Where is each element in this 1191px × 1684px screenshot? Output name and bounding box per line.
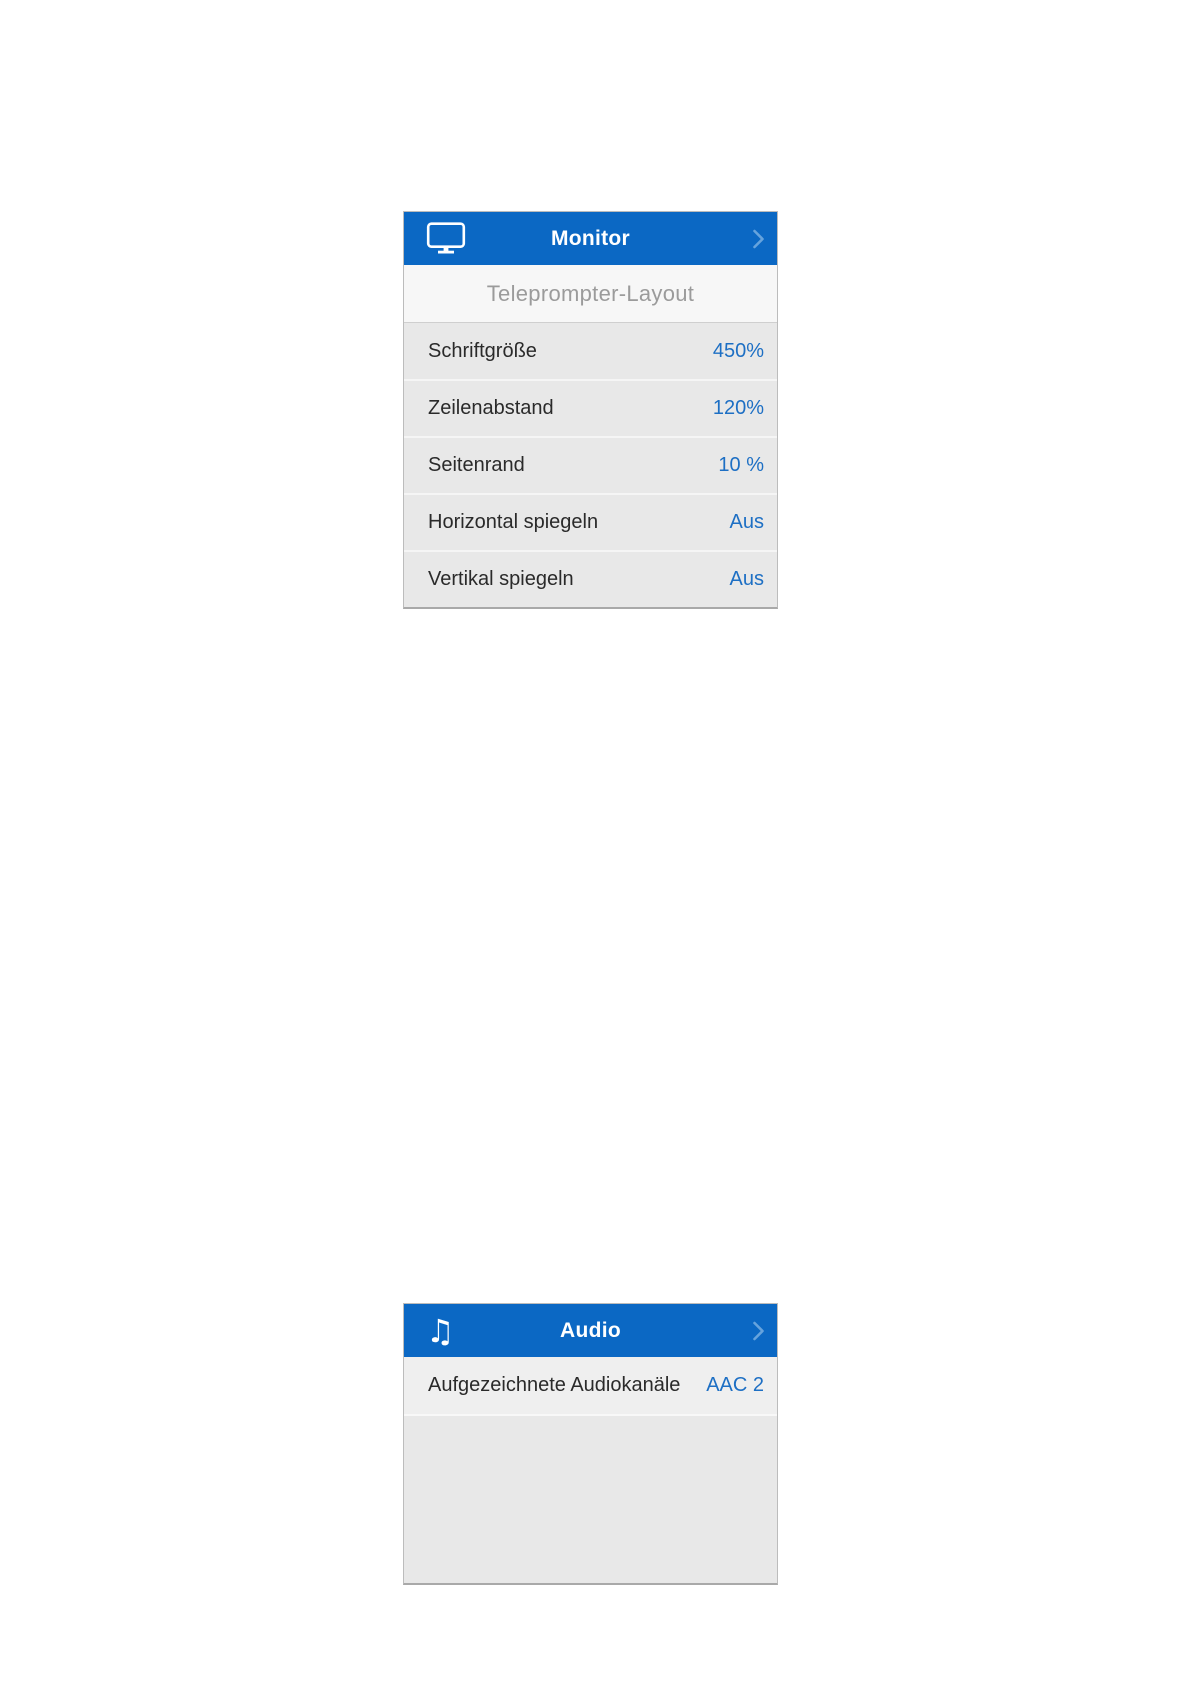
monitor-settings-panel: Monitor Teleprompter-Layout Schriftgröße… (403, 211, 778, 609)
setting-label: Seitenrand (428, 454, 525, 476)
chevron-right-icon[interactable] (752, 1320, 765, 1341)
music-note-glyph: ♫ (426, 1311, 455, 1350)
setting-label: Schriftgröße (428, 339, 537, 362)
setting-row-seitenrand[interactable]: Seitenrand 10 % (404, 436, 777, 493)
setting-value: 10 % (718, 454, 764, 476)
setting-value: Aus (729, 568, 764, 590)
panel-title: Audio (560, 1318, 621, 1342)
setting-value: Aus (729, 511, 764, 533)
setting-label: Horizontal spiegeln (428, 511, 599, 533)
section-header-teleprompter-layout: Teleprompter-Layout (404, 265, 777, 322)
setting-label: Vertikal spiegeln (428, 568, 574, 590)
monitor-header[interactable]: Monitor (404, 212, 777, 265)
setting-value: 120% (712, 397, 764, 419)
setting-row-horizontal-spiegeln[interactable]: Horizontal spiegeln Aus (404, 493, 777, 550)
audio-settings-panel: ♫ Audio Aufgezeichnete Audiokanäle AAC 2 (403, 1303, 778, 1585)
section-header-label: Teleprompter-Layout (486, 280, 695, 306)
setting-row-vertikal-spiegeln[interactable]: Vertikal spiegeln Aus (404, 550, 777, 607)
setting-row-schriftgroesse[interactable]: Schriftgröße 450% (404, 322, 777, 379)
setting-value: 450% (712, 339, 764, 362)
setting-label: Zeilenabstand (428, 397, 554, 419)
setting-value: AAC 2 (706, 1374, 764, 1396)
music-note-icon: ♫ (426, 1315, 455, 1347)
audio-panel-empty-area (404, 1416, 777, 1583)
audio-header[interactable]: ♫ Audio (404, 1304, 777, 1357)
setting-label: Aufgezeichnete Audiokanäle (428, 1374, 681, 1396)
chevron-right-icon[interactable] (752, 228, 765, 249)
monitor-icon (426, 221, 466, 256)
setting-row-audiokanaele[interactable]: Aufgezeichnete Audiokanäle AAC 2 (404, 1357, 777, 1416)
panel-title: Monitor (550, 226, 631, 250)
setting-row-zeilenabstand[interactable]: Zeilenabstand 120% (404, 379, 777, 436)
